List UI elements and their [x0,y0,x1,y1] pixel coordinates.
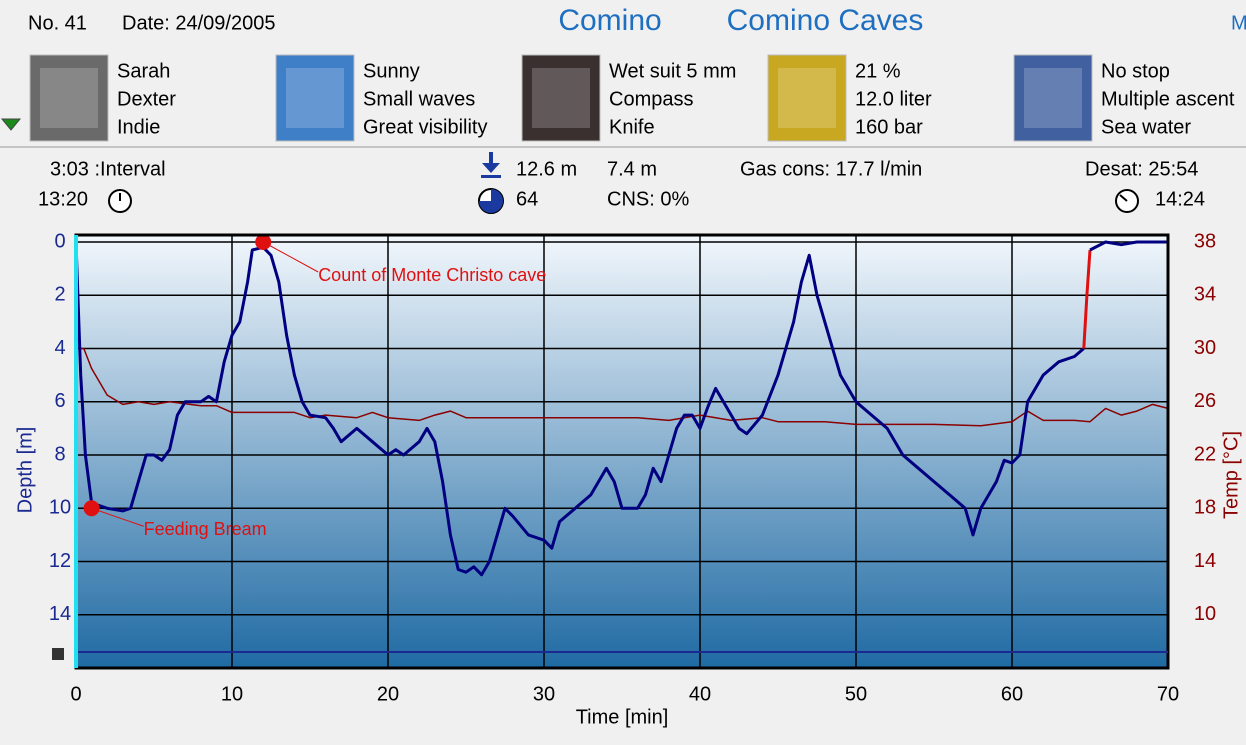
y-tick-label: 10 [49,497,71,519]
clock-icon [1115,189,1139,213]
plot: Count of Monte Christo cave Feeding Bream [74,234,1169,668]
y-axis-label: Depth [m] [14,427,36,514]
x-tick-label: 20 [377,683,399,705]
y2-tick-label: 18 [1194,497,1216,519]
depth-line [1089,240,1168,252]
thumbnail-highlight [1024,68,1082,128]
info-text: 21 % [855,60,901,82]
info-text: Knife [609,116,655,138]
thumbnail [521,54,601,142]
y-tick-label: 0 [54,230,65,252]
x-tick-label: 10 [221,683,243,705]
x-tick-label: 70 [1157,683,1179,705]
info-text: Small waves [363,88,475,110]
thumbnail [275,54,355,142]
thumbnail [29,54,109,142]
y-tick-label: 6 [54,390,65,412]
info-text: Sarah [117,60,170,82]
y-tick-label: 2 [54,284,65,306]
thumbnail-highlight [286,68,344,128]
info-text: Great visibility [363,116,487,138]
info-text: Indie [117,116,160,138]
expand-button[interactable] [0,118,22,131]
clock-icon [108,189,132,213]
max-depth-icon [481,152,501,178]
info-text: No stop [1101,60,1170,82]
oxygen-units: 64 [516,188,538,210]
interval: 3:03 :Interval [50,158,166,180]
x-axis-label: Time [min] [576,706,669,728]
dive-number: No. 41 [28,12,87,34]
y2-tick-label: 30 [1194,337,1216,359]
thumbnail-highlight [532,68,590,128]
dive-date: Date: 24/09/2005 [122,12,275,34]
thumbnail [767,54,847,142]
x-tick-label: 0 [70,683,81,705]
y2-tick-label: 38 [1194,230,1216,252]
location: Comino [558,4,661,37]
y2-tick-label: 14 [1194,550,1216,572]
annotation-marker [255,234,272,250]
temperature-line [76,347,1169,427]
info-text: Compass [609,88,693,110]
thumbnail-highlight [40,68,98,128]
dive-site: Comino Caves [727,4,924,37]
info-text: 12.0 liter [855,88,932,110]
y-tick-label: 12 [49,550,71,572]
x-tick-label: 60 [1001,683,1023,705]
info-text: 160 bar [855,116,923,138]
icon-row: Sarah Dexter Indie Sunny Small waves Great vi… [29,54,1235,142]
annotation-label: Feeding Bream [144,519,267,539]
y-tick-label: 8 [54,443,65,465]
x-tick-label: 50 [845,683,867,705]
thumbnail [1013,54,1093,142]
info-text: Multiple ascent [1101,88,1235,110]
x-tick-label: 40 [689,683,711,705]
info-text: Sunny [363,60,420,82]
entry-time: 13:20 [38,188,88,210]
max-depth: 12.6 m [516,158,577,180]
exit-time: 14:24 [1155,188,1205,210]
annotation-marker [83,500,100,517]
depth-line [1082,249,1092,349]
oxygen-icon [478,188,504,214]
info-text: Dexter [117,88,176,110]
bottom-icon [52,648,64,660]
gas-consumption: Gas cons: 17.7 l/min [740,158,922,180]
y2-tick-label: 10 [1194,603,1216,625]
thumbnail-highlight [778,68,836,128]
x-tick-label: 30 [533,683,555,705]
annotation-leader [262,241,319,273]
desaturation: Desat: 25:54 [1085,158,1198,180]
y-tick-label: 14 [49,603,71,625]
annotation-leader [91,507,144,527]
truncated-text: M [1231,12,1246,34]
plot-background [76,235,1168,668]
y2-tick-label: 34 [1194,284,1216,306]
cns: CNS: 0% [607,188,689,210]
y-tick-label: 4 [54,337,65,359]
info-text: Wet suit 5 mm [609,60,736,82]
y2-axis-label: Temp [°C] [1220,431,1242,519]
avg-depth: 7.4 m [607,158,657,180]
info-text: Sea water [1101,116,1191,138]
annotation-label: Count of Monte Christo cave [318,265,546,285]
depth-line [74,241,1085,577]
y2-tick-label: 26 [1194,390,1216,412]
y2-tick-label: 22 [1194,443,1216,465]
